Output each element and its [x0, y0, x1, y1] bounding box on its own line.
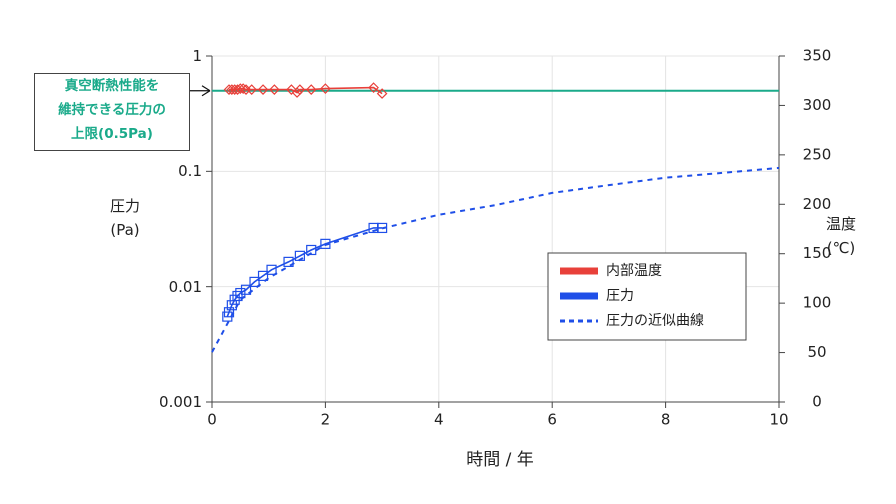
- y-tick-label: 0.01: [168, 277, 202, 296]
- x-tick-label: 10: [769, 411, 788, 429]
- y2-tick-label: 50: [807, 343, 826, 361]
- data-point: [283, 256, 294, 267]
- y2-tick-label: 300: [803, 96, 832, 114]
- y2-axis-label: 温度 (℃): [826, 215, 857, 257]
- series-line: [226, 227, 383, 317]
- y2-tick-label: 350: [803, 47, 832, 65]
- x-tick-label: 2: [321, 411, 331, 429]
- y-tick-label: 1: [192, 47, 202, 65]
- data-point: [269, 84, 280, 95]
- data-point: [235, 287, 246, 299]
- data-point: [237, 83, 249, 94]
- data-point: [229, 84, 241, 95]
- data-point: [249, 276, 260, 287]
- y2-tick-label: 250: [803, 145, 832, 163]
- data-point: [223, 307, 235, 318]
- arrow-head: [201, 85, 211, 97]
- annotation: 真空断熱性能を 維持できる圧力の 上限(0.5Pa): [34, 73, 190, 151]
- annotation-line: 上限(0.5Pa): [71, 126, 153, 142]
- y-axis-label: 圧力 (Pa): [110, 197, 141, 239]
- data-point: [286, 84, 297, 95]
- x-tick-label: 8: [661, 411, 671, 429]
- y2-tick-label: 200: [803, 195, 832, 213]
- data-point: [291, 87, 303, 98]
- x-tick-label: 0: [207, 411, 217, 429]
- data-point: [320, 238, 331, 249]
- x-axis-label: 時間 / 年: [466, 450, 534, 470]
- data-point: [320, 83, 331, 94]
- y-tick-label: 0.001: [159, 393, 202, 411]
- x-tick-label: 6: [547, 411, 557, 429]
- y2-tick-label: 0: [812, 393, 822, 411]
- annotation-line: 維持できる圧力の: [58, 102, 166, 118]
- annotation-line: 真空断熱性能を: [64, 78, 160, 94]
- data-point: [305, 84, 317, 95]
- y2-tick-label: 100: [803, 294, 832, 312]
- data-point: [376, 88, 388, 99]
- data-point: [257, 84, 269, 95]
- legend-label: 圧力の近似曲線: [606, 313, 704, 329]
- data-point: [229, 294, 240, 305]
- y-tick-label: 0.1: [178, 162, 202, 181]
- data-point: [368, 82, 379, 93]
- data-point: [266, 264, 277, 275]
- data-point: [240, 284, 252, 295]
- x-tick-label: 4: [434, 411, 444, 429]
- legend-label: 内部温度: [606, 263, 662, 279]
- data-point: [257, 270, 269, 281]
- y2-tick-label: 150: [803, 244, 832, 262]
- data-point: [232, 84, 243, 95]
- data-point: [294, 84, 306, 95]
- data-point: [246, 84, 258, 95]
- data-point: [232, 290, 243, 302]
- legend-label: 圧力: [606, 288, 634, 304]
